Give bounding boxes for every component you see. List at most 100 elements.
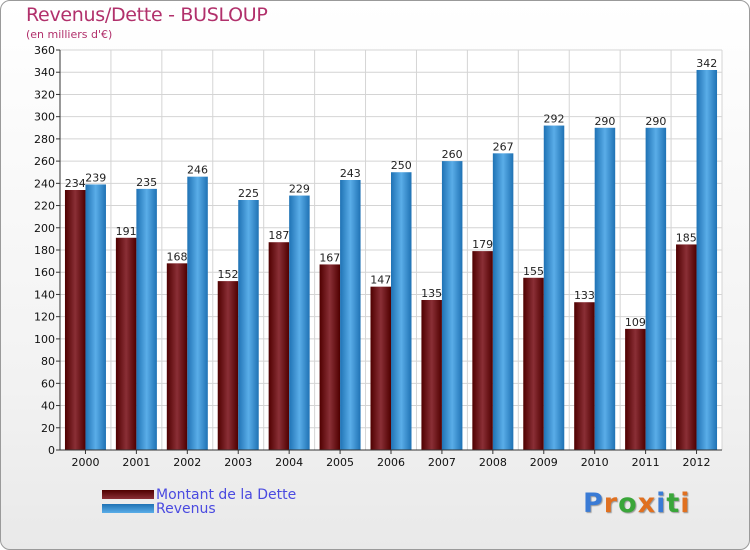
value-label-dette-2001: 191 [116, 225, 137, 238]
value-label-revenus-2012: 342 [696, 57, 717, 70]
bar-dette-2005 [319, 264, 341, 450]
x-tick-label: 2003 [224, 456, 252, 469]
y-tick-label: 360 [34, 44, 55, 57]
y-tick-label: 120 [34, 311, 55, 324]
value-label-revenus-2003: 225 [238, 187, 259, 200]
value-label-revenus-2005: 243 [340, 167, 361, 180]
legend-revenus-swatch [102, 504, 154, 513]
bar-dette-2003 [217, 281, 239, 450]
bar-revenus-2005 [340, 180, 361, 450]
bar-revenus-2010 [594, 127, 616, 451]
x-tick-label: 2011 [632, 456, 660, 469]
x-tick-label: 2008 [479, 456, 507, 469]
bar-revenus-2001 [136, 188, 157, 450]
value-label-revenus-2002: 246 [187, 164, 208, 177]
value-label-dette-2005: 167 [319, 251, 340, 264]
logo-letter: P [583, 488, 604, 519]
bar-dette-2009 [523, 277, 544, 450]
value-label-dette-2003: 152 [217, 268, 238, 281]
x-tick-label: 2012 [683, 456, 711, 469]
proxiti-logo: Proxiti [583, 488, 691, 519]
chart-title: Revenus/Dette - BUSLOUP [26, 4, 268, 26]
value-label-revenus-2010: 290 [594, 115, 615, 128]
value-label-revenus-2007: 260 [442, 148, 463, 161]
bar-dette-2007 [421, 300, 442, 450]
y-tick-label: 200 [34, 222, 55, 235]
y-tick-label: 140 [34, 288, 55, 301]
y-tick-label: 300 [34, 111, 55, 124]
value-label-dette-2010: 133 [574, 289, 595, 302]
label-layer: 234 239 191 235 168 246 152 225 187 229 167 243 147 2… [65, 57, 718, 329]
y-tick-label: 260 [34, 155, 55, 168]
value-label-dette-2008: 179 [472, 238, 493, 251]
y-tick-label: 220 [34, 200, 55, 213]
y-tick-label: 60 [41, 377, 55, 390]
y-tick-label: 100 [34, 333, 55, 346]
chart-subtitle: (en milliers d'€) [26, 28, 113, 41]
x-tick-label: 2004 [275, 456, 303, 469]
bar-layer [64, 70, 718, 451]
bar-revenus-2008 [492, 153, 514, 451]
y-tick-label: 280 [34, 133, 55, 146]
bar-revenus-2002 [187, 176, 208, 450]
value-label-revenus-2001: 235 [136, 176, 157, 189]
bar-dette-2012 [676, 244, 697, 450]
y-tick-label: 20 [41, 422, 55, 435]
bar-dette-2011 [625, 328, 646, 450]
x-tick-label: 2010 [581, 456, 609, 469]
y-tick-label: 180 [34, 244, 55, 257]
value-label-dette-2006: 147 [370, 274, 391, 287]
bar-revenus-2006 [391, 172, 412, 450]
axis-layer: 0 20 40 60 80 100 120 140 160 180 200 220 240 260 280 3… [34, 44, 722, 469]
value-label-dette-2011: 109 [625, 316, 646, 329]
value-label-dette-2007: 135 [421, 287, 442, 300]
bar-dette-2000 [64, 190, 86, 450]
bar-dette-2008 [472, 251, 493, 450]
bar-dette-2006 [370, 286, 391, 450]
logo-letter: i [656, 488, 667, 519]
bar-revenus-2000 [85, 184, 106, 450]
value-label-dette-2012: 185 [676, 231, 697, 244]
bar-revenus-2009 [543, 125, 565, 451]
y-tick-label: 0 [48, 444, 55, 457]
value-label-revenus-2011: 290 [645, 115, 666, 128]
legend-dette-label: Montant de la Dette [156, 487, 297, 503]
value-label-dette-2002: 168 [167, 250, 188, 263]
bar-dette-2001 [115, 237, 137, 450]
y-tick-label: 320 [34, 88, 55, 101]
y-tick-label: 240 [34, 177, 55, 190]
y-tick-label: 340 [34, 66, 55, 79]
bar-dette-2002 [166, 263, 188, 450]
value-label-dette-2000: 234 [65, 177, 86, 190]
x-tick-label: 2007 [428, 456, 456, 469]
logo-letter: r [603, 488, 619, 519]
logo-letter: t [666, 488, 681, 519]
x-tick-label: 2009 [530, 456, 558, 469]
x-tick-label: 2000 [71, 456, 99, 469]
bar-dette-2004 [268, 242, 290, 450]
value-label-revenus-2006: 250 [391, 159, 412, 172]
legend-revenus-label: Revenus [156, 501, 216, 517]
y-tick-label: 80 [41, 355, 55, 368]
x-tick-label: 2001 [122, 456, 150, 469]
logo-letter: x [637, 488, 657, 519]
y-tick-label: 40 [41, 400, 55, 413]
bar-revenus-2012 [696, 70, 718, 450]
legend-dette-swatch [102, 490, 154, 499]
bar-revenus-2007 [441, 161, 463, 450]
value-label-revenus-2000: 239 [85, 171, 106, 184]
value-label-revenus-2009: 292 [544, 113, 565, 126]
value-label-dette-2004: 187 [268, 229, 289, 242]
logo-letter: i [680, 488, 691, 519]
logo-letter: o [618, 488, 638, 519]
value-label-revenus-2008: 267 [493, 140, 514, 153]
bar-revenus-2004 [289, 195, 310, 450]
y-tick-label: 160 [34, 266, 55, 279]
x-tick-label: 2006 [377, 456, 405, 469]
value-label-revenus-2004: 229 [289, 183, 310, 196]
value-label-dette-2009: 155 [523, 265, 544, 278]
bar-revenus-2011 [645, 127, 667, 451]
bar-revenus-2003 [238, 200, 259, 450]
bar-dette-2010 [574, 302, 595, 450]
